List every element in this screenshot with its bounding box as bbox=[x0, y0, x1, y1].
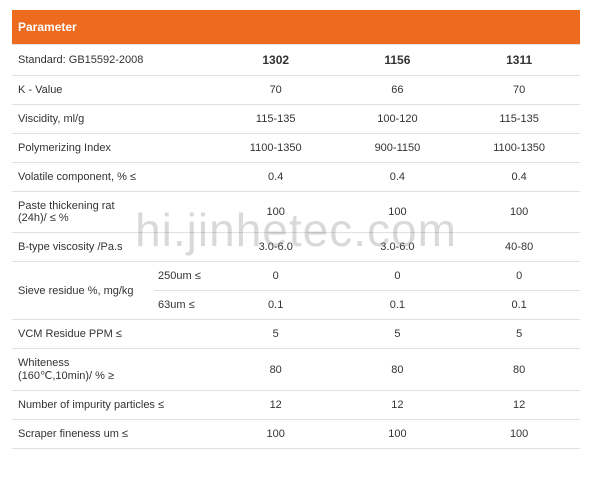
val-vcm-1: 5 bbox=[215, 320, 337, 349]
val-kvalue-3: 70 bbox=[458, 76, 580, 105]
val-sieve250-2: 0 bbox=[337, 262, 459, 291]
val-kvalue-2: 66 bbox=[337, 76, 459, 105]
val-sieve250-1: 0 bbox=[215, 262, 337, 291]
spec-table: Parameter Standard: GB15592-2008 1302 11… bbox=[12, 10, 580, 449]
row-btype: B-type viscosity /Pa.s 3.0-6.0 3.0-6.0 4… bbox=[12, 233, 580, 262]
label-whiteness: Whiteness (160℃,10min)/ % ≥ bbox=[12, 349, 215, 391]
val-viscosity-2: 100-120 bbox=[337, 105, 459, 134]
header-col-2 bbox=[337, 10, 459, 45]
val-white-3: 80 bbox=[458, 349, 580, 391]
val-scraper-3: 100 bbox=[458, 420, 580, 449]
row-viscosity: Viscidity, ml/g 115-135 100-120 115-135 bbox=[12, 105, 580, 134]
val-white-2: 80 bbox=[337, 349, 459, 391]
val-polyidx-1: 1100-1350 bbox=[215, 134, 337, 163]
label-sieve-63: 63um ≤ bbox=[154, 291, 215, 320]
label-viscosity: Viscidity, ml/g bbox=[12, 105, 215, 134]
row-polyidx: Polymerizing Index 1100-1350 900-1150 11… bbox=[12, 134, 580, 163]
val-scraper-2: 100 bbox=[337, 420, 459, 449]
val-sieve63-1: 0.1 bbox=[215, 291, 337, 320]
header-col-1 bbox=[215, 10, 337, 45]
val-volatile-1: 0.4 bbox=[215, 163, 337, 192]
header-row: Parameter bbox=[12, 10, 580, 45]
label-volatile: Volatile component, % ≤ bbox=[12, 163, 215, 192]
val-btype-1: 3.0-6.0 bbox=[215, 233, 337, 262]
val-viscosity-1: 115-135 bbox=[215, 105, 337, 134]
val-btype-3: 40-80 bbox=[458, 233, 580, 262]
row-impurity: Number of impurity particles ≤ 12 12 12 bbox=[12, 391, 580, 420]
row-whiteness: Whiteness (160℃,10min)/ % ≥ 80 80 80 bbox=[12, 349, 580, 391]
val-polyidx-3: 1100-1350 bbox=[458, 134, 580, 163]
label-sieve-main: Sieve residue %, mg/kg bbox=[12, 262, 154, 320]
label-kvalue: K - Value bbox=[12, 76, 215, 105]
row-paste: Paste thickening rat (24h)/ ≤ % 100 100 … bbox=[12, 192, 580, 233]
val-paste-3: 100 bbox=[458, 192, 580, 233]
label-paste: Paste thickening rat (24h)/ ≤ % bbox=[12, 192, 215, 233]
val-standard-1: 1302 bbox=[215, 45, 337, 76]
header-col-3 bbox=[458, 10, 580, 45]
val-btype-2: 3.0-6.0 bbox=[337, 233, 459, 262]
val-scraper-1: 100 bbox=[215, 420, 337, 449]
row-scraper: Scraper fineness um ≤ 100 100 100 bbox=[12, 420, 580, 449]
val-white-1: 80 bbox=[215, 349, 337, 391]
val-standard-3: 1311 bbox=[458, 45, 580, 76]
val-sieve63-2: 0.1 bbox=[337, 291, 459, 320]
val-vcm-3: 5 bbox=[458, 320, 580, 349]
val-vcm-2: 5 bbox=[337, 320, 459, 349]
val-paste-2: 100 bbox=[337, 192, 459, 233]
val-impurity-2: 12 bbox=[337, 391, 459, 420]
val-volatile-3: 0.4 bbox=[458, 163, 580, 192]
label-btype: B-type viscosity /Pa.s bbox=[12, 233, 215, 262]
row-vcm: VCM Residue PPM ≤ 5 5 5 bbox=[12, 320, 580, 349]
val-sieve63-3: 0.1 bbox=[458, 291, 580, 320]
label-impurity: Number of impurity particles ≤ bbox=[12, 391, 215, 420]
header-parameter: Parameter bbox=[12, 10, 215, 45]
label-sieve-250: 250um ≤ bbox=[154, 262, 215, 291]
val-kvalue-1: 70 bbox=[215, 76, 337, 105]
val-impurity-3: 12 bbox=[458, 391, 580, 420]
spec-table-container: Parameter Standard: GB15592-2008 1302 11… bbox=[0, 0, 592, 459]
val-volatile-2: 0.4 bbox=[337, 163, 459, 192]
val-paste-1: 100 bbox=[215, 192, 337, 233]
label-scraper: Scraper fineness um ≤ bbox=[12, 420, 215, 449]
label-vcm: VCM Residue PPM ≤ bbox=[12, 320, 215, 349]
val-polyidx-2: 900-1150 bbox=[337, 134, 459, 163]
row-sieve-250: Sieve residue %, mg/kg 250um ≤ 0 0 0 bbox=[12, 262, 580, 291]
val-standard-2: 1156 bbox=[337, 45, 459, 76]
row-kvalue: K - Value 70 66 70 bbox=[12, 76, 580, 105]
label-standard: Standard: GB15592-2008 bbox=[12, 45, 215, 76]
val-sieve250-3: 0 bbox=[458, 262, 580, 291]
val-impurity-1: 12 bbox=[215, 391, 337, 420]
row-standard: Standard: GB15592-2008 1302 1156 1311 bbox=[12, 45, 580, 76]
val-viscosity-3: 115-135 bbox=[458, 105, 580, 134]
row-volatile: Volatile component, % ≤ 0.4 0.4 0.4 bbox=[12, 163, 580, 192]
label-polyidx: Polymerizing Index bbox=[12, 134, 215, 163]
